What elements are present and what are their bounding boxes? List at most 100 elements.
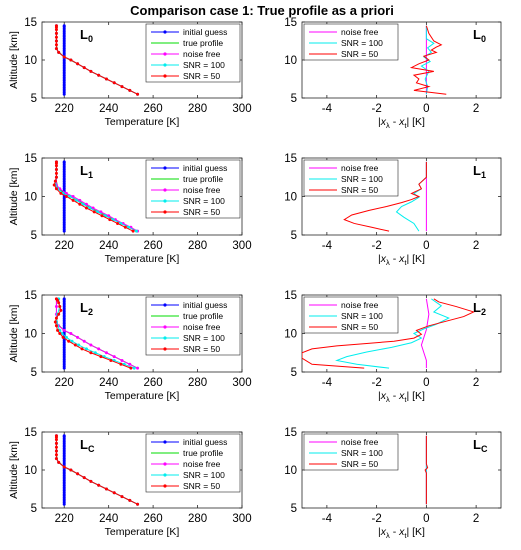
x-tick-label: 300 [232,377,251,389]
x-tick-label: -4 [322,513,333,525]
y-tick-label: 10 [24,192,37,204]
series-marker [120,495,124,499]
series-marker [57,312,61,316]
series-marker [57,460,61,464]
series-marker [62,297,66,301]
series-marker [82,339,86,343]
series-marker [54,160,58,164]
series-marker [77,343,81,347]
x-axis-label: |xλ - xt| [K] [378,526,425,540]
x-tick-label: 220 [55,103,74,115]
series-marker [93,351,97,355]
legend-entry: SNR = 50 [341,459,378,469]
series-marker [53,320,57,324]
y-tick-label: 15 [24,427,37,439]
series-marker [112,355,116,359]
series-marker [76,62,80,66]
x-tick-label: 0 [423,240,429,252]
legend-entry: initial guess [183,437,227,447]
series-marker [78,198,82,202]
level-label: L1 [80,163,93,180]
series-marker [97,347,101,351]
legend-entry: SNR = 50 [183,481,220,491]
legend-box [145,296,241,356]
legend-marker [163,52,167,56]
y-tick-label: 5 [291,503,297,515]
x-tick-label: 2 [473,240,479,252]
legend-entry: initial guess [183,300,227,310]
y-tick-label: 10 [284,192,297,204]
series-marker [80,347,84,351]
x-axis-label: |xλ - xt| [K] [378,253,425,267]
series-marker [69,468,73,472]
legend-marker [163,188,167,192]
legend-entry: SNR = 100 [341,448,383,458]
legend-marker [163,347,167,351]
y-tick-label: 15 [24,153,37,165]
series-marker [73,343,77,347]
series-line [420,298,430,369]
x-tick-label: 0 [423,103,429,115]
series-marker [89,69,93,73]
y-tick-label: 10 [24,55,37,67]
level-label: L2 [473,300,486,317]
legend-box [145,23,241,83]
legend-entry: SNR = 50 [183,71,220,81]
series-line [424,435,429,505]
series-marker [78,202,82,206]
series-marker [136,92,140,96]
plot-area [53,297,140,370]
legend-entry: true profile [183,311,223,321]
x-tick-label: 260 [144,103,163,115]
y-tick-label: 5 [31,230,37,242]
y-tick-label: 10 [284,55,297,67]
series-marker [56,328,60,332]
series-marker [54,168,58,172]
series-marker [58,305,62,309]
legend-entry: SNR = 50 [341,322,378,332]
series-marker [54,187,58,191]
x-tick-label: 2 [473,103,479,115]
series-line [409,25,447,95]
x-axis-label: |xλ - xt| [K] [378,116,425,130]
chart-L1-temperature: 220 240 260 280 300 5 10 15 Temperature [K] Altit… [8,153,252,265]
series-marker [62,24,66,28]
y-tick-label: 10 [284,465,297,477]
y-axis-label: Altitude [km] [8,305,20,363]
level-label: LC [473,437,488,454]
series-marker [54,164,58,168]
series-marker [123,225,127,229]
series-marker [131,229,135,233]
series-marker [71,195,75,198]
x-tick-label: 280 [188,513,207,525]
series-marker [92,210,96,214]
series-marker [64,195,68,198]
legend-entry: SNR = 100 [183,470,225,480]
series-marker [54,39,58,43]
x-axis-label: Temperature [K] [105,116,180,128]
y-tick-label: 5 [31,367,37,379]
series-marker [136,366,140,370]
series-marker [54,324,58,328]
series-marker [108,218,112,222]
series-marker [57,301,61,305]
legend-marker [163,325,167,329]
x-tick-label: 280 [188,240,207,252]
series-marker [57,50,61,54]
legend-marker [163,336,167,340]
series-marker [58,328,62,332]
x-tick-label: 0 [423,513,429,525]
series-marker [54,438,58,442]
series-marker [62,55,66,59]
legend-marker [163,462,167,466]
x-axis-label: Temperature [K] [105,253,180,265]
level-label: L0 [80,27,93,44]
series-line [335,298,450,369]
x-tick-label: -2 [372,377,382,389]
series-marker [84,202,88,206]
